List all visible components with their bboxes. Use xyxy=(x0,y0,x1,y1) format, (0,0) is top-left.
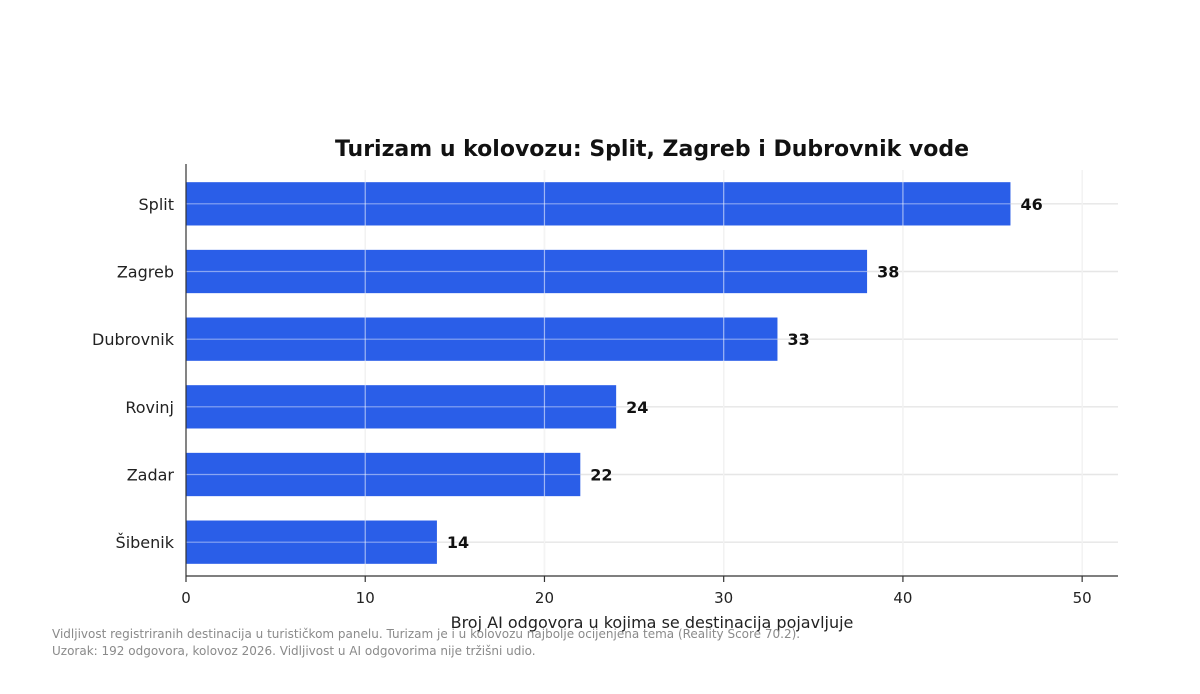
chart-footnote: Vidljivost registriranih destinacija u t… xyxy=(52,626,1172,660)
y-tick-label: Zadar xyxy=(127,466,175,485)
bars-layer xyxy=(186,170,1083,576)
x-tick-label: 50 xyxy=(1073,589,1092,607)
grid-layer xyxy=(186,170,1118,576)
bar-1 xyxy=(186,249,868,294)
bar-0 xyxy=(186,182,1011,226)
y-tick-label: Zagreb xyxy=(117,263,174,282)
x-tick-label: 40 xyxy=(893,589,912,607)
bar-5 xyxy=(186,520,437,564)
y-tick-label: Šibenik xyxy=(116,533,175,552)
axes-layer: Split 46 Zagreb 38 Dubrovnik 33 Rovinj 24 Zadar 2… xyxy=(92,164,1118,607)
chart-title: Turizam u kolovozu: Split, Zagreb i Dubr… xyxy=(335,137,969,162)
bar-value-label: 33 xyxy=(787,330,809,349)
bar-value-label: 14 xyxy=(447,533,469,552)
x-axis-label: Broj AI odgovora u kojima se destinacija… xyxy=(451,613,854,632)
x-tick-label: 10 xyxy=(356,589,375,607)
bar-value-label: 46 xyxy=(1020,195,1042,214)
bar-4 xyxy=(186,452,581,497)
x-tick-label: 30 xyxy=(714,589,733,607)
y-tick-label: Rovinj xyxy=(125,398,174,417)
bar-value-label: 38 xyxy=(877,263,899,282)
footnote-line-2: Uzorak: 192 odgovora, kolovoz 2026. Vidl… xyxy=(52,644,536,658)
x-tick-label: 0 xyxy=(181,589,191,607)
bar-2 xyxy=(186,317,778,361)
footnote-line-1: Vidljivost registriranih destinacija u t… xyxy=(52,627,801,641)
x-tick-label: 20 xyxy=(535,589,554,607)
bar-value-label: 24 xyxy=(626,398,648,417)
y-tick-label: Split xyxy=(139,195,174,214)
y-tick-label: Dubrovnik xyxy=(92,330,175,349)
bar-value-label: 22 xyxy=(590,466,612,485)
